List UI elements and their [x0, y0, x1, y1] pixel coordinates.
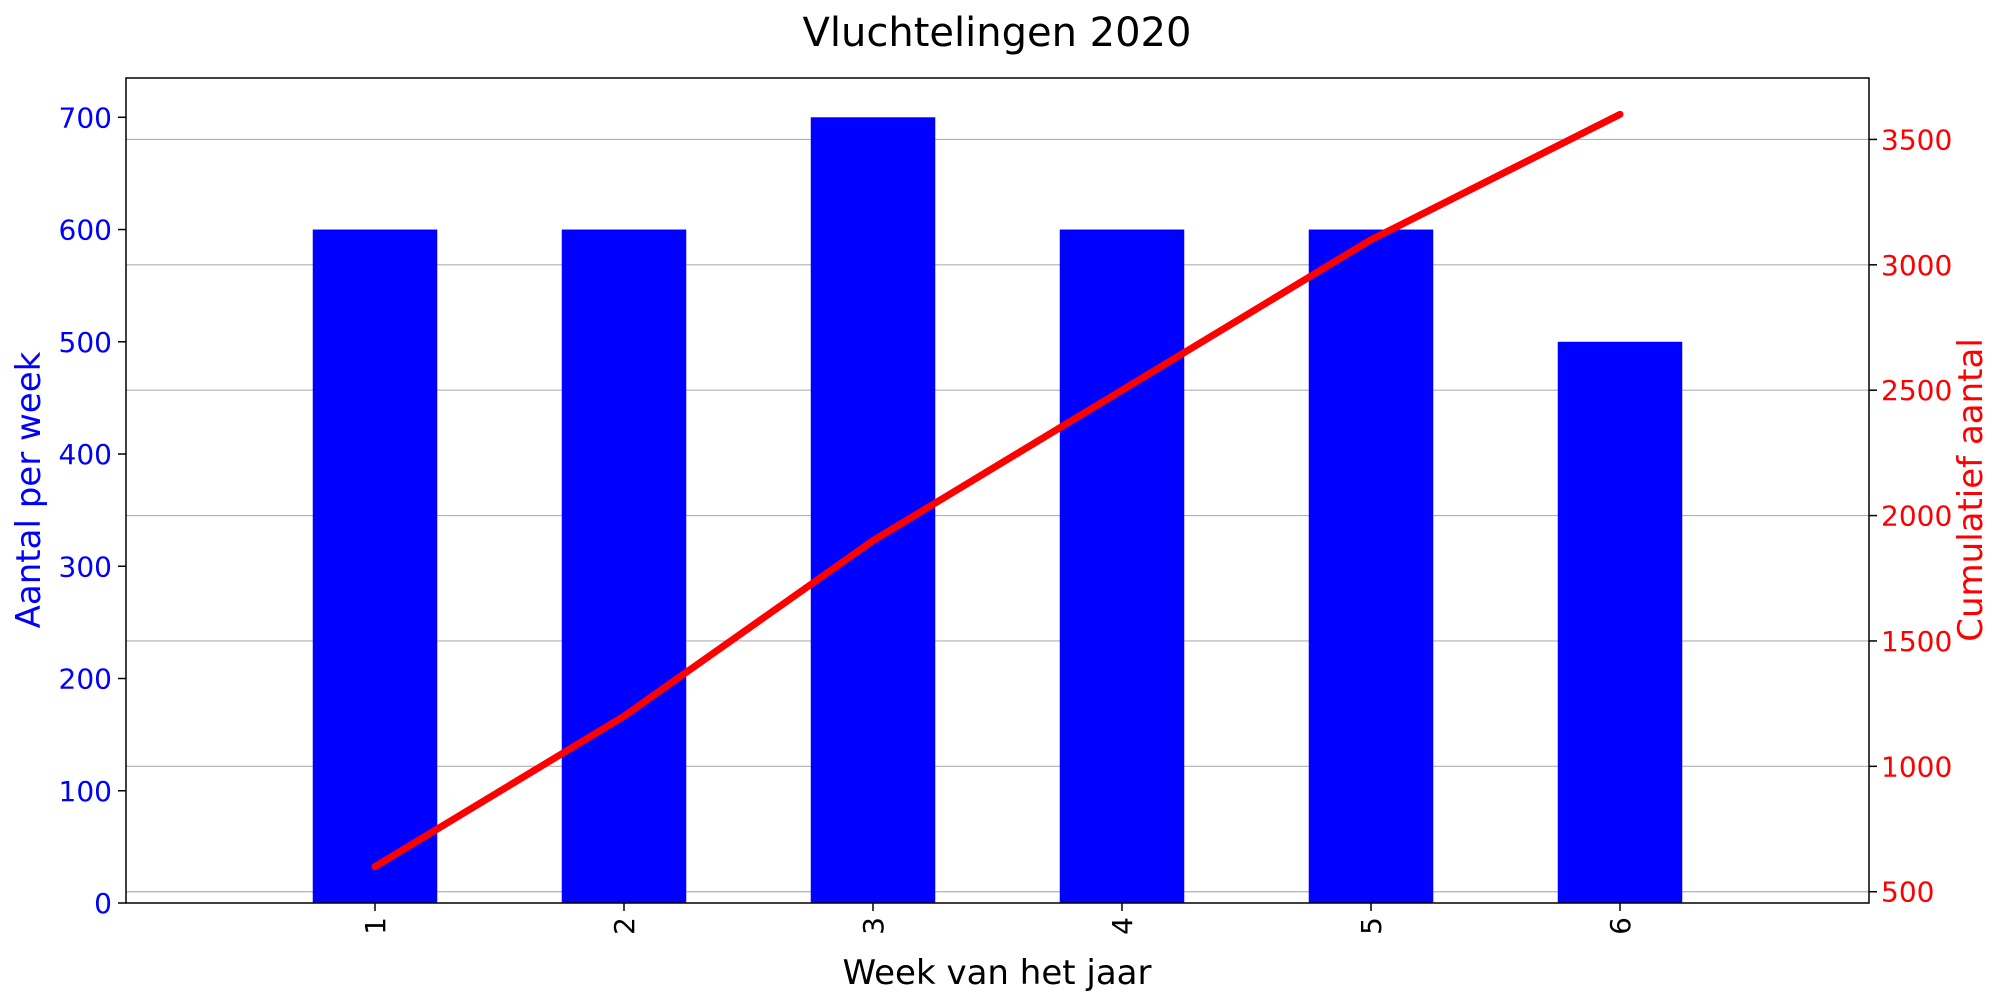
right-axis: 500 1000 1500 2000 2500 3000 3500	[1869, 123, 1952, 909]
right-tick-label: 500	[1881, 876, 1934, 909]
left-tick-label: 300	[59, 550, 112, 583]
left-tick-label: 0	[94, 887, 112, 920]
x-tick-label: 2	[608, 917, 641, 935]
bar-week-6	[1557, 341, 1683, 903]
left-tick-label: 700	[59, 101, 112, 134]
left-tick-label: 400	[59, 438, 112, 471]
left-axis: 0 100 200 300 400 500 600 700	[59, 101, 126, 920]
cumulative-line-layer	[371, 110, 1624, 871]
bar-week-1	[312, 229, 438, 903]
x-tick-label: 4	[1106, 917, 1139, 935]
left-tick-label: 100	[59, 775, 112, 808]
right-tick-label: 3500	[1881, 123, 1952, 156]
left-tick-label: 200	[59, 663, 112, 696]
plot-frame	[125, 77, 1870, 904]
right-tick-label: 2500	[1881, 374, 1952, 407]
bar-week-2	[561, 229, 687, 903]
bar-week-5	[1308, 229, 1434, 903]
x-tick-label: 5	[1355, 917, 1388, 935]
x-axis-title: Week van het jaar	[843, 953, 1152, 993]
bar-week-4	[1059, 229, 1185, 903]
left-tick-label: 600	[59, 214, 112, 247]
bars	[312, 117, 1683, 904]
right-tick-label: 1000	[1881, 750, 1952, 783]
right-axis-title: Cumulatief aantal	[1951, 338, 1991, 642]
x-tick-label: 3	[857, 917, 890, 935]
left-axis-title: Aantal per week	[9, 351, 49, 628]
x-tick-label: 6	[1604, 917, 1637, 935]
right-tick-label: 2000	[1881, 500, 1952, 533]
cumulative-line	[371, 110, 1624, 871]
x-tick-label: 1	[359, 917, 392, 935]
x-axis: 1 2 3 4 5 6	[359, 903, 1637, 935]
left-tick-label: 500	[59, 326, 112, 359]
right-tick-label: 3000	[1881, 249, 1952, 282]
right-tick-label: 1500	[1881, 625, 1952, 658]
bar-week-3	[810, 117, 936, 904]
chart-title: Vluchtelingen 2020	[803, 10, 1192, 56]
